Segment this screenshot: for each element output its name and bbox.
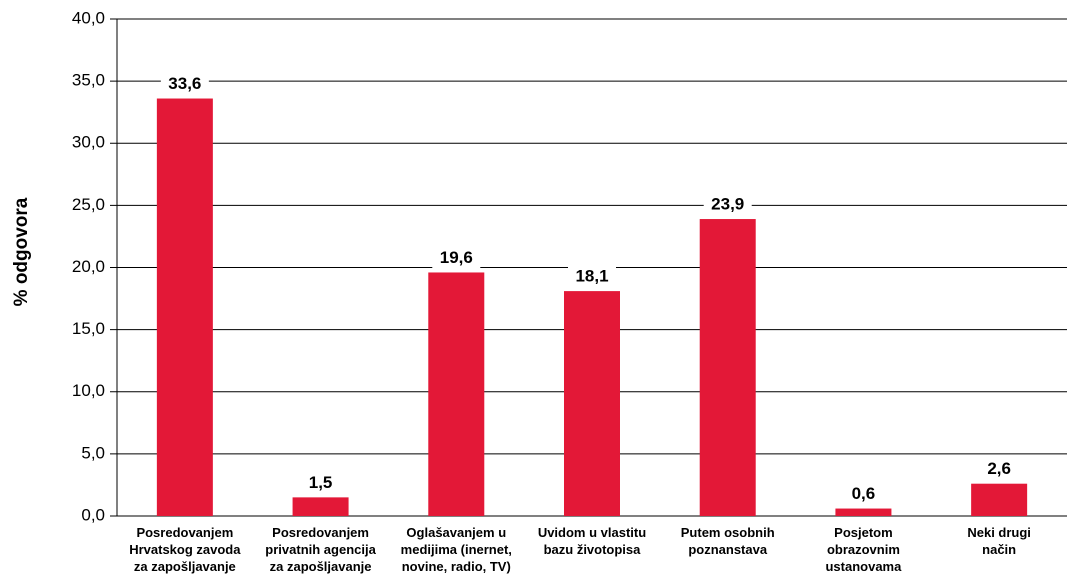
x-tick-label-line: novine, radio, TV) [402, 559, 511, 574]
x-tick-label-line: Posredovanjem [272, 525, 369, 540]
x-tick-label-line: medijima (inernet, [401, 542, 512, 557]
bar [428, 272, 485, 516]
value-label-bg [432, 247, 481, 270]
y-tick-label: 30,0 [72, 133, 105, 152]
y-tick-label: 25,0 [72, 195, 105, 214]
value-label: 33,6 [168, 74, 201, 93]
x-tick-label-line: za zapošljavanje [270, 559, 372, 574]
value-label-bg [975, 458, 1024, 481]
value-label: 23,9 [711, 195, 744, 214]
x-tick-label-line: Oglašavanjem u [406, 525, 506, 540]
x-tick-label-line: bazu životopisa [544, 542, 642, 557]
x-tick-label-line: Neki drugi [967, 525, 1031, 540]
x-tick-label-line: Posjetom [834, 525, 893, 540]
value-label-bg [568, 266, 616, 289]
x-tick-label-line: poznanstava [688, 542, 768, 557]
x-tick-label: Posjetom obrazovnim ustanovama [825, 525, 902, 574]
value-label: 2,6 [987, 459, 1011, 478]
value-label: 0,6 [852, 484, 876, 503]
x-tick-label: Oglašavanjem u medijima (inernet, novine, … [401, 525, 512, 574]
y-tick-label: 5,0 [81, 443, 105, 462]
y-tick-label: 15,0 [72, 319, 105, 338]
x-tick-label-line: privatnih agencija [265, 542, 376, 557]
value-label: 19,6 [440, 248, 473, 267]
bar [699, 219, 756, 517]
value-label: 1,5 [309, 473, 333, 492]
value-label-bg [703, 194, 752, 217]
y-tick-label: 10,0 [72, 381, 105, 400]
x-tick-label-line: način [982, 542, 1016, 557]
x-tick-label-line: Putem osobnih [681, 525, 775, 540]
y-axis-label: % odgovora [11, 197, 32, 306]
x-tick-label: Posredovanjem Hrvatskog zavoda za zapošlja… [129, 525, 241, 574]
value-label-bg [839, 483, 888, 506]
x-tick-label: Uvidom u vlastitu bazu životopisa [538, 525, 646, 557]
y-tick-label: 0,0 [81, 505, 105, 524]
bar [292, 497, 349, 516]
x-tick-label-line: za zapošljavanje [134, 559, 236, 574]
x-tick-label: Posredovanjem privatnih agencija za zapošl… [265, 525, 376, 574]
x-tick-label-line: obrazovnim [827, 542, 900, 557]
x-tick-label-line: Posredovanjem [136, 525, 233, 540]
x-tick-label-line: Hrvatskog zavoda [129, 542, 241, 557]
bar [564, 291, 620, 516]
value-label: 18,1 [575, 267, 608, 286]
y-tick-label: 20,0 [72, 257, 105, 276]
value-label-bg [296, 472, 345, 495]
x-tick-label-line: Uvidom u vlastitu [538, 525, 646, 540]
y-tick-label: 35,0 [72, 71, 105, 90]
x-tick-label-line: ustanovama [825, 559, 902, 574]
value-label-bg [160, 73, 209, 96]
x-tick-label: Putem osobnih poznanstava [681, 525, 775, 557]
x-tick-label: Neki drugi način [967, 525, 1031, 557]
bar [835, 508, 892, 516]
y-tick-label: 40,0 [72, 8, 105, 27]
bar [971, 483, 1028, 516]
bar [156, 98, 213, 517]
